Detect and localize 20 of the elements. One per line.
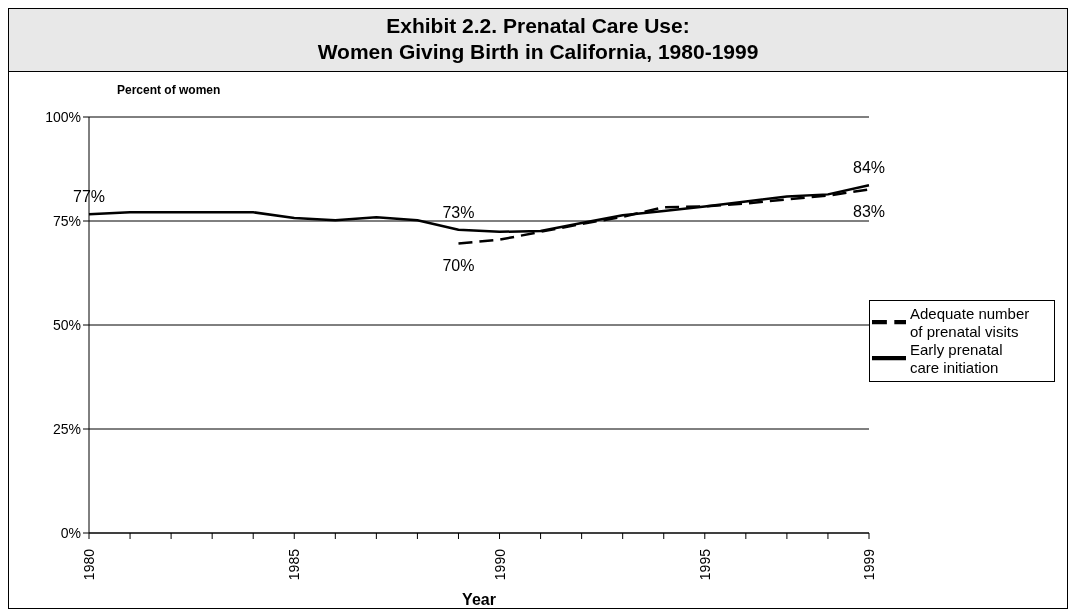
chart-title: Exhibit 2.2. Prenatal Care Use: Women Giving Birth in California, 1980-1999 bbox=[316, 13, 760, 65]
x-tick-label: 1990 bbox=[491, 548, 508, 581]
x-axis-title: Year bbox=[462, 591, 496, 608]
y-tick-label: 75% bbox=[52, 212, 81, 229]
y-tick-label: 0% bbox=[60, 524, 81, 541]
data-label: 70% bbox=[442, 257, 475, 275]
y-tick-label: 25% bbox=[52, 420, 81, 437]
legend-label: Early prenatal care initiation bbox=[910, 341, 1004, 377]
y-axis-title: Percent of women bbox=[117, 83, 221, 97]
y-tick-label: 50% bbox=[52, 316, 81, 333]
data-label: 84% bbox=[852, 159, 886, 177]
x-tick-label: 1980 bbox=[81, 548, 97, 581]
x-tick-label: 1999 bbox=[861, 548, 877, 581]
y-tick-label: 100% bbox=[45, 108, 81, 125]
legend-label: Adequate number of prenatal visits bbox=[910, 305, 1030, 341]
data-label: 77% bbox=[72, 188, 106, 206]
x-tick-label: 1995 bbox=[696, 548, 713, 581]
data-label: 73% bbox=[442, 203, 475, 221]
x-tick-label: 1985 bbox=[286, 548, 303, 581]
data-label: 83% bbox=[852, 203, 886, 221]
